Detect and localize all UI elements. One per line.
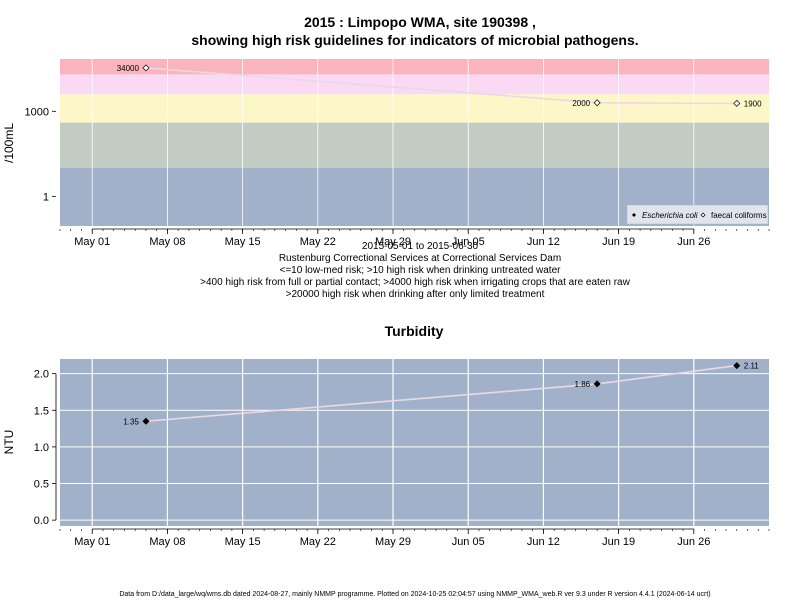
legend-entry-faecal: faecal coliforms bbox=[711, 211, 767, 220]
y-axis-label: NTU bbox=[2, 430, 16, 455]
x-tick-label: May 08 bbox=[149, 236, 185, 248]
data-label: 1.35 bbox=[123, 417, 139, 426]
x-tick-label: Jun 05 bbox=[452, 236, 485, 248]
legend-marker-faecal bbox=[700, 212, 706, 218]
x-tick-label: Jun 26 bbox=[677, 536, 710, 548]
x-tick-label: Jun 26 bbox=[677, 236, 710, 248]
note-date-range: 2015-05-01 to 2015-06-30 bbox=[362, 241, 479, 252]
footer-note: Data from D:/data_large/wq/wms.db dated … bbox=[119, 591, 710, 598]
y-tick-label: 1 bbox=[43, 191, 49, 203]
x-tick-label: May 22 bbox=[300, 536, 336, 548]
note-site: Rustenburg Correctional Services at Corr… bbox=[279, 253, 561, 264]
data-label: 1.86 bbox=[575, 380, 591, 389]
risk-band bbox=[60, 94, 769, 123]
y-axis: 1 1000 bbox=[25, 106, 56, 203]
data-point bbox=[593, 380, 601, 388]
legend-entry-ecoli: Escherichia coli bbox=[642, 211, 698, 220]
risk-band bbox=[60, 59, 769, 75]
legend-box bbox=[626, 204, 769, 225]
data-label: 34000 bbox=[117, 64, 140, 73]
plot-background bbox=[60, 359, 769, 526]
x-axis: May 01 May 08 May 15 May 22 May 29 Jun 05 Jun … bbox=[59, 228, 770, 248]
risk-band bbox=[60, 122, 769, 169]
x-tick-label: May 22 bbox=[300, 236, 336, 248]
turbidity-panel: 1.351.862.11 May 01 May 08 May 15 May 22 May… bbox=[2, 359, 770, 548]
y-tick-label: 0.0 bbox=[34, 515, 49, 527]
data-label: 2000 bbox=[572, 99, 590, 108]
x-tick-label: May 08 bbox=[149, 536, 185, 548]
data-point bbox=[733, 362, 741, 370]
legend-marker-ecoli bbox=[632, 213, 636, 217]
y-tick-label: 1000 bbox=[25, 106, 49, 118]
x-tick-label: Jun 12 bbox=[527, 236, 560, 248]
x-tick-label: May 29 bbox=[375, 536, 411, 548]
turbidity-title: Turbidity bbox=[385, 323, 444, 339]
data-points: 1.35 1.86 2.11 bbox=[123, 362, 759, 427]
y-tick-label: 2.0 bbox=[34, 369, 49, 381]
data-point bbox=[142, 64, 150, 72]
data-point bbox=[593, 99, 601, 107]
x-tick-label: Jun 19 bbox=[602, 236, 635, 248]
gridlines bbox=[60, 359, 769, 526]
x-axis: May 01 May 08 May 15 May 22 May 29 Jun 05 Jun … bbox=[59, 528, 770, 548]
risk-band bbox=[60, 74, 769, 95]
chart-title-line2: showing high risk guidelines for indicat… bbox=[191, 32, 638, 48]
note-risk-contact: >400 high risk from full or partial cont… bbox=[200, 277, 630, 288]
gridlines bbox=[91, 59, 695, 226]
y-axis-label: /100mL bbox=[2, 123, 16, 163]
x-tick-label: May 01 bbox=[74, 236, 110, 248]
plot-area bbox=[60, 359, 769, 526]
risk-bands bbox=[60, 59, 769, 226]
chart-title-line1: 2015 : Limpopo WMA, site 190398 , bbox=[304, 14, 536, 30]
y-axis: 0.0 0.5 1.0 1.5 2.0 bbox=[34, 369, 57, 527]
note-risk-low: <=10 low-med risk; >10 high risk when dr… bbox=[280, 265, 562, 276]
data-label: 1900 bbox=[744, 99, 762, 108]
x-tick-label: May 15 bbox=[225, 236, 261, 248]
x-tick-label: May 01 bbox=[74, 536, 110, 548]
data-points: 34000 2000 1900 bbox=[117, 64, 762, 109]
y-tick-label: 1.0 bbox=[34, 442, 49, 454]
y-tick-label: 0.5 bbox=[34, 479, 49, 491]
legend: Escherichia coli faecal coliforms bbox=[626, 204, 769, 225]
data-point bbox=[733, 99, 741, 107]
x-tick-label: Jun 12 bbox=[527, 536, 560, 548]
x-tick-label: May 15 bbox=[225, 536, 261, 548]
data-point bbox=[142, 417, 150, 425]
note-risk-treatment: >20000 high risk when drinking after onl… bbox=[286, 289, 545, 300]
x-tick-label: Jun 05 bbox=[452, 536, 485, 548]
x-tick-label: May 29 bbox=[375, 236, 411, 248]
data-label: 2.11 bbox=[744, 362, 760, 371]
y-tick-label: 1.5 bbox=[34, 405, 49, 417]
x-tick-label: Jun 19 bbox=[602, 536, 635, 548]
